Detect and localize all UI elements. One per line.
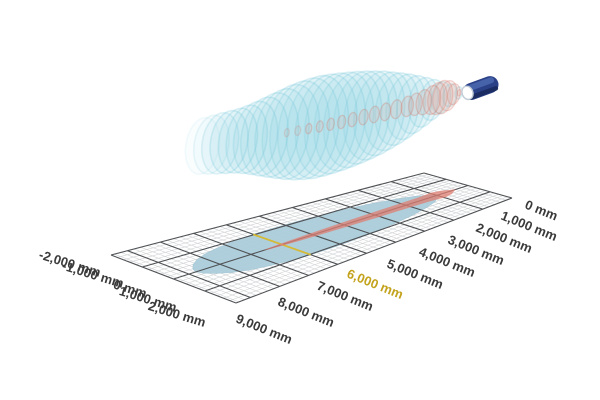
beam-core-ring (389, 99, 403, 120)
beam-core-ring (294, 125, 302, 137)
beam-lobe-ring (246, 92, 300, 178)
major-grid-line (142, 178, 447, 268)
beam-lobe-ring (385, 73, 427, 141)
beam-lobe-ring (225, 104, 269, 175)
beam-lobe-ring (232, 100, 279, 176)
minor-grid-line (123, 175, 433, 261)
beam-lobe-ring (407, 76, 440, 128)
beam-lobe (184, 70, 464, 181)
minor-grid-line (129, 176, 438, 263)
beam-core-ring (347, 111, 358, 128)
beam-core-ring (438, 80, 459, 112)
floor-core-projection (263, 189, 456, 251)
beam-core-ring (400, 95, 415, 118)
beam-lobe-ring (332, 70, 391, 165)
beam-lobe-ring (419, 78, 446, 122)
major-grid-line (110, 172, 425, 256)
beam-lobe-ring (277, 77, 340, 181)
beam-lobe-ring (363, 71, 413, 152)
minor-grid-line (210, 192, 495, 294)
sensor-face (461, 85, 474, 101)
major-grid-line (204, 191, 491, 292)
sensor-body-highlight (464, 77, 495, 92)
beam-lobe-ring (261, 83, 321, 181)
beam-core-ring (427, 81, 448, 116)
ultrasonic-sensor (461, 76, 499, 101)
beam-lobe-ring (269, 80, 331, 181)
beam-lobe-ring (322, 70, 383, 169)
beam-lobe-ring (200, 111, 240, 175)
minor-grid-line (229, 196, 508, 301)
beam-core-ring (358, 108, 369, 126)
beam-core-ring (326, 117, 335, 132)
minor-grid-line (135, 177, 442, 265)
beam-lobe-ring (285, 74, 350, 180)
beam-lobe-ring (217, 107, 259, 174)
beam-core-ring (456, 88, 462, 97)
beam-lobe-ring (184, 116, 221, 176)
beam-core-ring (315, 120, 324, 133)
beam-core-ring (368, 105, 380, 124)
beam-core-ring (379, 102, 392, 122)
beam-core-ring (432, 79, 454, 115)
minor-grid-line (217, 194, 499, 297)
beam-lobe-ring (313, 71, 375, 172)
floor-core-shape (263, 189, 456, 251)
beam-lobe-ring (303, 72, 367, 175)
beam-core-ring (408, 92, 423, 117)
beam-core-ring (446, 83, 461, 106)
beam-lobe-ring (342, 70, 398, 161)
beam-core-ring (415, 88, 432, 116)
beam-lobe-ring (192, 114, 230, 175)
sensor-body-shadow (467, 86, 499, 101)
grid-border-line (110, 254, 237, 304)
distance-tick-label: 9,000 mm (234, 311, 295, 347)
beam-lobe-ring (442, 83, 458, 108)
beam-core-ring (283, 127, 290, 138)
beam-core-ring (336, 114, 347, 130)
beam-lobe-ring (430, 80, 452, 115)
beam-core (283, 79, 462, 138)
beam-lobe-ring (254, 87, 310, 180)
sensor-group (461, 76, 499, 101)
beam-lobe-ring (352, 70, 406, 157)
beam-lobe-ring (209, 109, 249, 175)
beam-core-ring (304, 122, 313, 135)
beam-lobe-ring (374, 72, 420, 147)
minor-grid-line (223, 195, 504, 299)
distance-tick-label: 8,000 mm (276, 294, 337, 330)
beam-lobe-ring (294, 73, 358, 178)
beam-core-ring (422, 84, 442, 116)
major-grid-line (235, 197, 513, 304)
minor-grid-line (117, 174, 429, 258)
beam-lobe-ring (396, 74, 433, 135)
beam-lobe-ring (239, 96, 289, 177)
